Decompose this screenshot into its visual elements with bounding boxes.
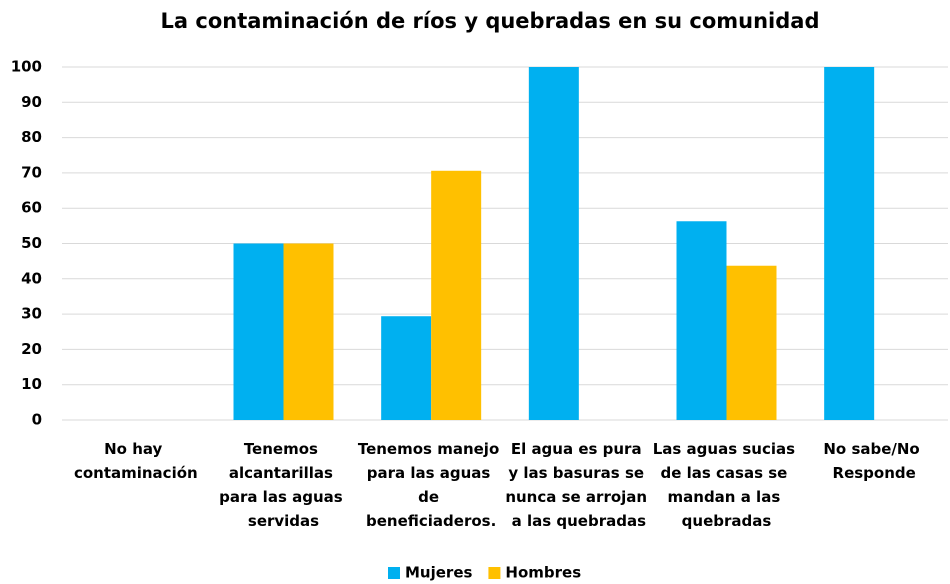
x-tick-label: No hay contaminación (74, 440, 198, 482)
y-tick-label: 20 (21, 340, 42, 358)
bar (676, 221, 727, 420)
chart-title: La contaminación de ríos y quebradas en … (161, 9, 820, 33)
x-tick-label: El agua es pura y las basuras se nunca s… (505, 440, 652, 530)
y-tick-label: 70 (21, 163, 42, 181)
legend-swatch (388, 567, 400, 579)
bar (283, 243, 334, 420)
bar (431, 170, 482, 420)
legend-label: Mujeres (405, 564, 472, 582)
x-tick-label: Tenemos manejo para las aguas de benefic… (358, 440, 505, 530)
bar (381, 316, 432, 420)
legend-swatch (488, 567, 501, 579)
legend-label: Hombres (505, 564, 581, 582)
x-tick-label: Tenemos alcantarillas para las aguas ser… (219, 440, 348, 530)
y-tick-label: 60 (21, 199, 42, 217)
x-tick-label: Las aguas sucias de las casas se mandan … (653, 440, 801, 530)
y-tick-label: 10 (21, 375, 42, 393)
y-tick-label: 30 (21, 305, 42, 323)
bar (824, 67, 875, 420)
y-tick-label: 90 (21, 93, 42, 111)
bar (726, 265, 777, 420)
bar (528, 67, 579, 420)
x-tick-label: No sabe/No Responde (823, 440, 925, 482)
bar (233, 243, 284, 420)
y-tick-label: 80 (21, 128, 42, 146)
y-tick-label: 50 (21, 234, 42, 252)
y-tick-label: 100 (11, 58, 42, 76)
y-tick-label: 40 (21, 269, 42, 287)
y-tick-label: 0 (32, 411, 42, 429)
